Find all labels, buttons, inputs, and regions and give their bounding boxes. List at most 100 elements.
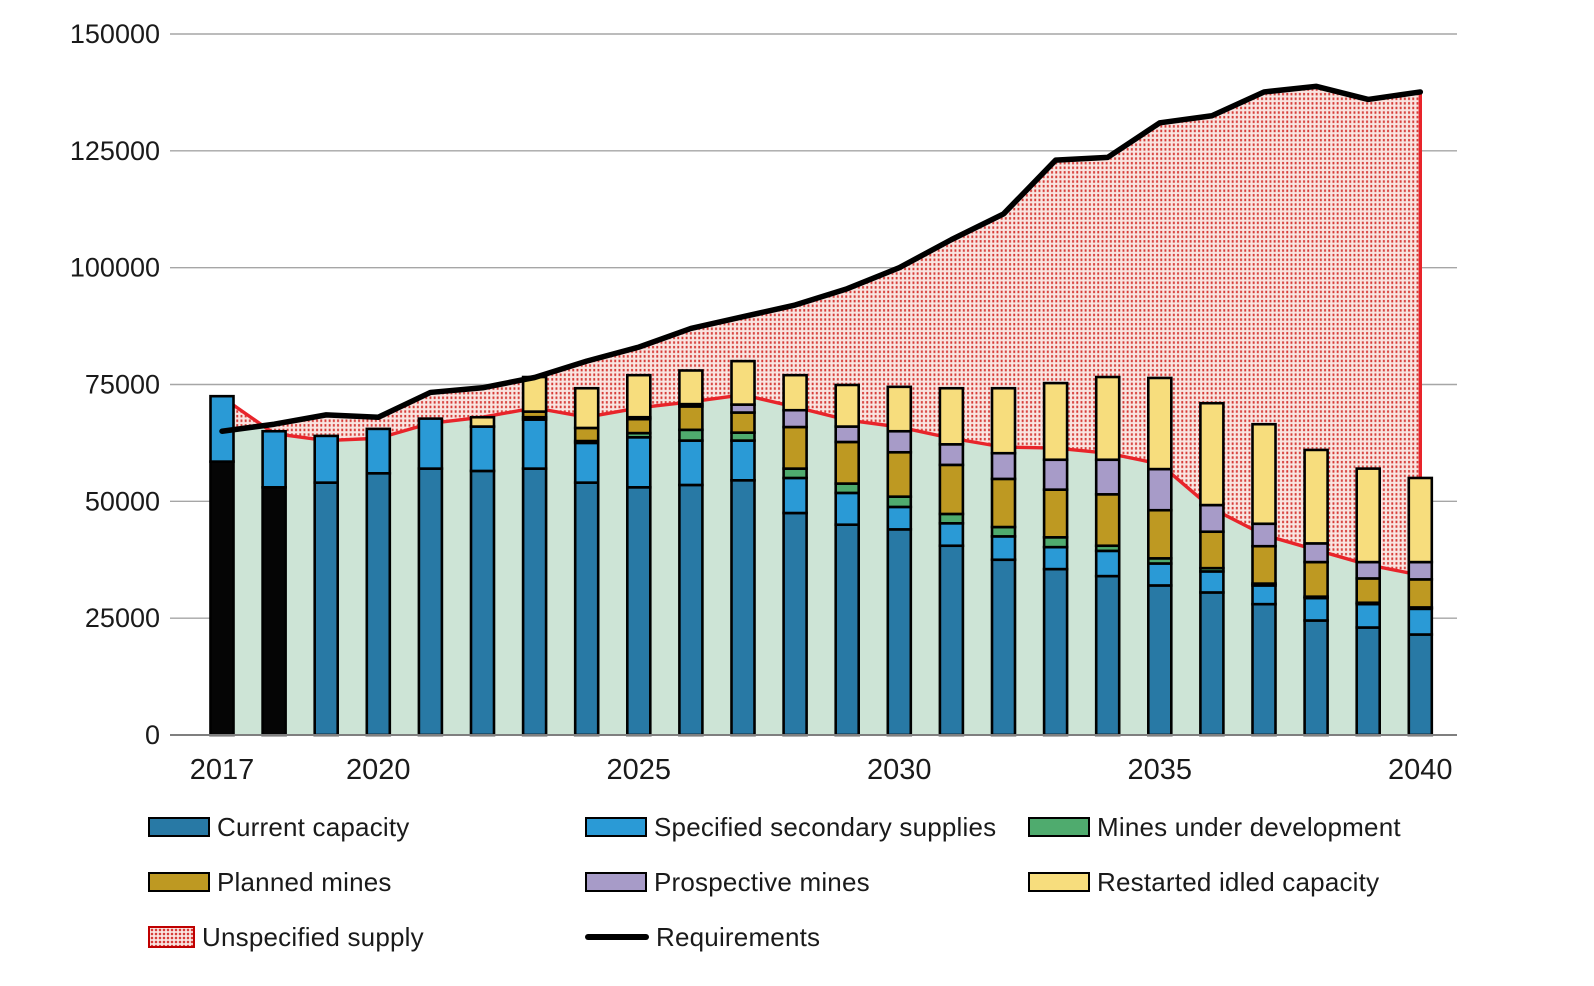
bar-2025 — [625, 373, 652, 737]
y-tick-label-50000: 50000 — [85, 486, 160, 516]
bar-segment-2025-restarted-idled-capacity — [625, 373, 652, 419]
bar-2027 — [730, 359, 756, 737]
bar-segment-2026-planned-mines — [678, 405, 704, 432]
bar-2032 — [990, 386, 1017, 737]
bar-segment-2040-current-capacity — [1407, 633, 1434, 737]
y-tick-label-0: 0 — [145, 720, 160, 750]
bar-segment-2024-restarted-idled-capacity — [573, 386, 600, 430]
bar-segment-2038-restarted-idled-capacity — [1303, 448, 1329, 545]
mines-under-development-swatch — [1028, 817, 1090, 837]
bar-2037 — [1251, 422, 1277, 737]
legend-label: Restarted idled capacity — [1097, 866, 1380, 897]
bar-segment-2033-current-capacity — [1042, 567, 1069, 737]
bar-segment-2024-current-capacity — [573, 481, 600, 737]
legend-item-requirements: Requirements — [585, 922, 820, 952]
bar-segment-2034-planned-mines — [1094, 493, 1121, 548]
bar-segment-2029-specified-secondary-supplies — [834, 491, 861, 526]
x-tick-label-2030: 2030 — [867, 754, 932, 786]
bar-segment-2030-current-capacity — [886, 528, 913, 737]
bar-segment-2029-restarted-idled-capacity — [834, 383, 861, 428]
y-tick-label-100000: 100000 — [70, 253, 160, 283]
legend-item-mines-under-development: Mines under development — [1028, 812, 1401, 842]
bar-segment-2034-restarted-idled-capacity — [1094, 375, 1121, 462]
legend-item-current-capacity: Current capacity — [148, 812, 410, 842]
x-tick-label-2040: 2040 — [1388, 754, 1453, 786]
bar-segment-2033-prospective-mines — [1042, 458, 1069, 491]
bar-segment-2036-current-capacity — [1199, 591, 1225, 737]
bar-2038 — [1303, 448, 1329, 737]
bar-segment-2038-planned-mines — [1303, 560, 1329, 598]
bar-segment-2037-specified-secondary-supplies — [1251, 584, 1277, 606]
specified-supply-area — [222, 394, 1421, 735]
unspecified-supply-swatch — [148, 926, 195, 948]
bar-2030 — [886, 385, 913, 737]
bar-segment-2037-planned-mines — [1251, 544, 1277, 585]
bar-segment-2031-current-capacity — [938, 544, 965, 737]
bar-2024 — [573, 386, 600, 737]
bar-segment-2028-restarted-idled-capacity — [782, 373, 808, 412]
bar-segment-2034-prospective-mines — [1094, 458, 1121, 496]
bar-segment-2035-planned-mines — [1147, 508, 1173, 560]
bar-segment-2037-prospective-mines — [1251, 522, 1277, 548]
bar-segment-2033-planned-mines — [1042, 488, 1069, 539]
legend-label: Mines under development — [1097, 811, 1401, 842]
bar-segment-2031-planned-mines — [938, 463, 965, 516]
bar-segment-2024-planned-mines — [573, 426, 600, 443]
bar-segment-2018-specified-secondary-supplies — [261, 429, 287, 489]
y-tick-label-150000: 150000 — [70, 19, 160, 49]
bar-segment-2032-restarted-idled-capacity — [990, 386, 1017, 455]
bar-segment-2035-restarted-idled-capacity — [1147, 376, 1173, 471]
bar-segment-2031-prospective-mines — [938, 443, 965, 467]
bar-segment-2023-specified-secondary-supplies — [521, 418, 548, 470]
bar-segment-2037-restarted-idled-capacity — [1251, 422, 1277, 526]
bar-segment-2026-current-capacity — [678, 483, 704, 737]
bar-segment-2032-prospective-mines — [990, 451, 1017, 481]
bar-2040 — [1407, 476, 1434, 737]
bar-2020 — [365, 427, 392, 737]
bar-segment-2032-current-capacity — [990, 558, 1017, 737]
unspecified-supply-area — [222, 86, 1421, 576]
bar-segment-2031-mines-under-development — [938, 512, 965, 525]
bar-segment-2039-prospective-mines — [1355, 560, 1381, 580]
legend-item-unspecified-supply: Unspecified supply — [148, 922, 424, 952]
bar-segment-2040-prospective-mines — [1407, 560, 1434, 581]
bar-segment-2034-specified-secondary-supplies — [1094, 549, 1121, 578]
legend-label: Requirements — [656, 921, 821, 952]
y-tick-label-25000: 25000 — [85, 603, 160, 633]
bar-segment-2030-prospective-mines — [886, 429, 913, 454]
bar-segment-2022-specified-secondary-supplies — [469, 425, 496, 473]
bar-segment-2032-planned-mines — [990, 477, 1017, 529]
legend-label: Current capacity — [217, 811, 410, 842]
bar-2033 — [1042, 381, 1069, 737]
bar-segment-2020-current-capacity — [365, 471, 392, 737]
bar-segment-2020-specified-secondary-supplies — [365, 427, 392, 475]
bar-segment-2036-planned-mines — [1199, 530, 1225, 570]
bar-2021 — [417, 417, 444, 737]
bar-segment-2028-mines-under-development — [782, 467, 808, 480]
bar-segment-2028-planned-mines — [782, 425, 808, 470]
legend-label: Specified secondary supplies — [654, 811, 997, 842]
bar-segment-2033-mines-under-development — [1042, 536, 1069, 549]
bar-segment-2027-specified-secondary-supplies — [730, 439, 756, 482]
bar-segment-2033-specified-secondary-supplies — [1042, 545, 1069, 571]
bar-segment-2039-specified-secondary-supplies — [1355, 602, 1381, 629]
x-tick-label-2017: 2017 — [190, 754, 255, 786]
bar-segment-2032-specified-secondary-supplies — [990, 535, 1017, 562]
bar-segment-2039-restarted-idled-capacity — [1355, 467, 1381, 564]
restarted-idled-capacity-swatch — [1028, 872, 1090, 892]
bar-segment-2017-current-capacity — [209, 460, 235, 737]
bar-segment-2021-current-capacity — [417, 467, 444, 737]
bar-segment-2032-mines-under-development — [990, 525, 1017, 538]
requirements-line-swatch — [585, 934, 649, 940]
bar-segment-2026-restarted-idled-capacity — [678, 369, 704, 406]
bar-segment-2030-mines-under-development — [886, 495, 913, 509]
bar-segment-2035-prospective-mines — [1147, 467, 1173, 512]
bar-segment-2028-prospective-mines — [782, 408, 808, 429]
legend-item-planned-mines: Planned mines — [148, 867, 392, 897]
bar-segment-2022-current-capacity — [469, 469, 496, 737]
bar-segment-2030-restarted-idled-capacity — [886, 385, 913, 433]
bar-segment-2033-restarted-idled-capacity — [1042, 381, 1069, 462]
bar-segment-2040-specified-secondary-supplies — [1407, 607, 1434, 636]
bar-segment-2035-specified-secondary-supplies — [1147, 562, 1173, 587]
